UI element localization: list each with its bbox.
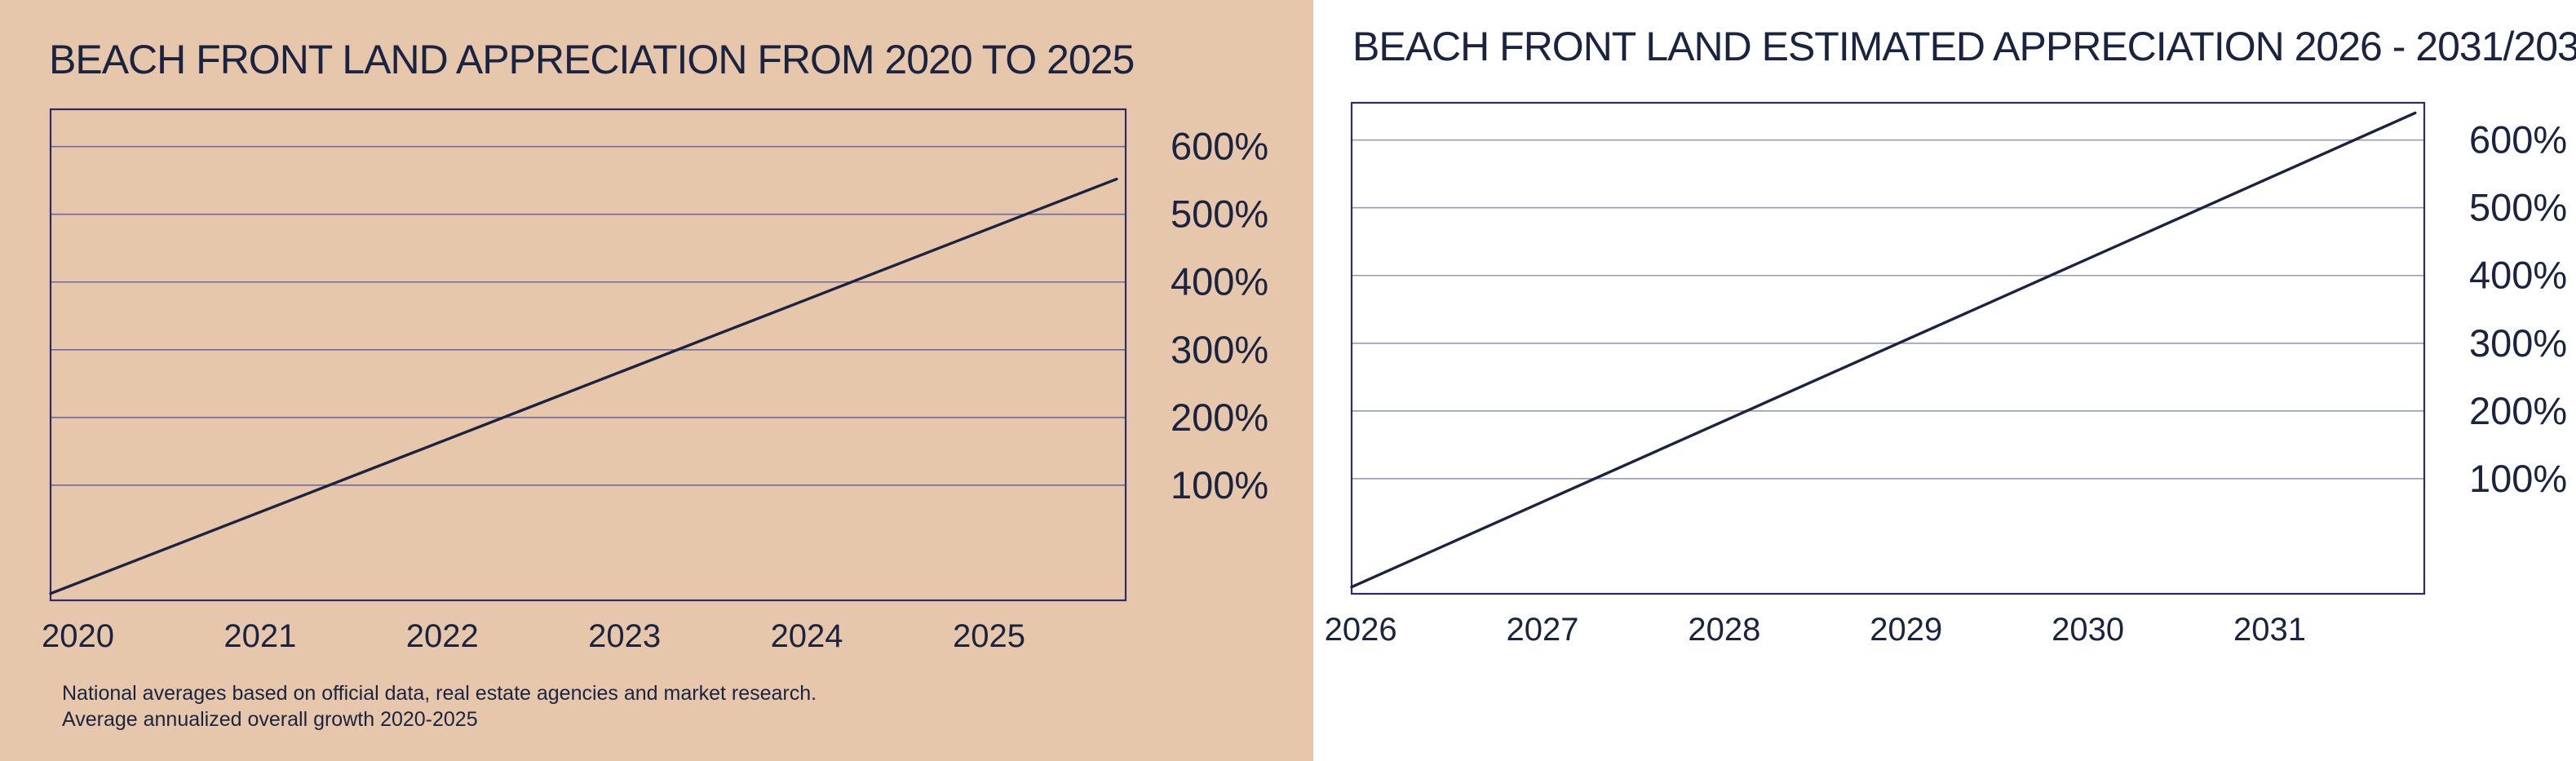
x-tick-label: 2022 [406,618,479,654]
x-tick-label: 2030 [2052,612,2124,648]
appreciation-chart-2026-2031: 100% 200% 300% 400% 500% 600% 2026 2027 2028 2029… [1325,101,2567,648]
appreciation-chart-2020-2025: 100% 200% 300% 400% 500% 600% 2020 2021 2022 2023… [42,108,1268,654]
y-tick-label: 100% [1171,463,1268,507]
y-tick-label: 500% [2469,186,2567,229]
x-tick-label: 2023 [588,618,661,654]
plot-frame [49,108,1127,602]
y-tick-label: 300% [1171,328,1268,371]
x-tick-label: 2020 [42,618,114,654]
chart-panel-2020-2025: BEACH FRONT LAND APPRECIATION FROM 2020 … [0,0,1313,761]
y-tick-label: 300% [2469,321,2567,365]
y-tick-label: 400% [1171,260,1268,303]
x-tick-label: 2028 [1688,612,1760,648]
y-tick-label: 500% [1171,192,1268,236]
footnote-growth: Average annualized overall growth 2020-2… [62,708,478,731]
x-tick-label: 2025 [953,618,1025,654]
y-tick-label: 100% [2469,457,2567,500]
y-tick-label: 600% [2469,118,2567,161]
x-tick-label: 2024 [771,618,843,654]
y-tick-label: 600% [1171,125,1268,168]
series-line [1350,111,2417,589]
chart-panel-2026-2031: BEACH FRONT LAND ESTIMATED APPRECIATION … [1313,0,2576,761]
footnote-sources: National averages based on official data… [62,682,817,705]
chart-title: BEACH FRONT LAND APPRECIATION FROM 2020 … [49,37,1135,82]
y-tick-label: 400% [2469,254,2567,297]
y-tick-label: 200% [1171,396,1268,439]
x-tick-label: 2029 [1870,612,1942,648]
x-tick-label: 2027 [1507,612,1579,648]
plot-frame [1350,101,2426,595]
x-tick-label: 2031 [2233,612,2306,648]
y-tick-label: 200% [2469,389,2567,432]
x-tick-label: 2026 [1325,612,1397,648]
series-line [49,177,1118,595]
chart-title: BEACH FRONT LAND ESTIMATED APPRECIATION … [1352,24,2576,69]
x-tick-label: 2021 [224,618,296,654]
